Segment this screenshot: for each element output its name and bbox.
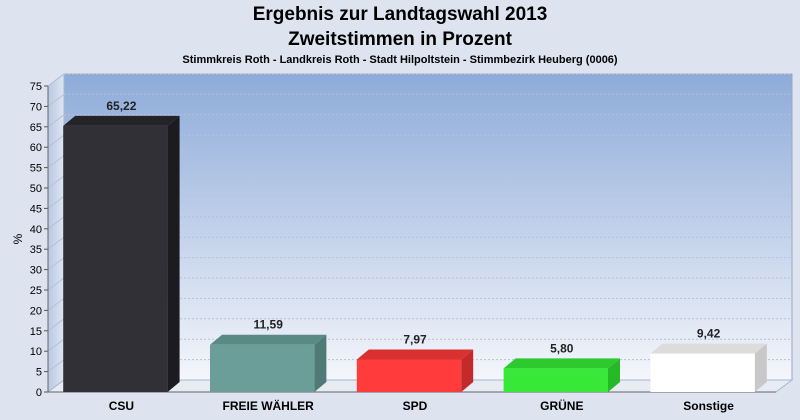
y-tick-label: 60: [30, 142, 42, 154]
data-label: 9,42: [697, 327, 721, 341]
gridline-side: [47, 134, 65, 148]
gridline-side: [47, 338, 65, 352]
bar-side: [314, 334, 327, 392]
data-label: 5,80: [550, 341, 574, 355]
y-tick-label: 20: [30, 305, 42, 317]
y-tick-label: 30: [30, 265, 42, 277]
bar: [63, 115, 180, 392]
bar-front: [210, 344, 315, 392]
y-tick-label: 50: [30, 183, 42, 195]
bar-top: [210, 334, 327, 345]
y-tick-label: 5: [36, 367, 42, 379]
gridline-side: [47, 318, 65, 332]
y-tick-label: 70: [30, 101, 42, 113]
category-label: SPD: [403, 399, 428, 413]
bar: [503, 358, 620, 392]
category-label: GRÜNE: [540, 398, 583, 413]
gridline-side: [47, 155, 65, 169]
bar-side: [754, 343, 767, 392]
chart-caption: Stimmkreis Roth - Landkreis Roth - Stadt…: [182, 54, 618, 66]
y-tick-label: 40: [30, 224, 42, 236]
data-label: 7,97: [403, 332, 427, 346]
y-tick-label: 25: [30, 285, 42, 297]
y-tick-label: 35: [30, 244, 42, 256]
category-label: CSU: [109, 399, 134, 413]
bar-front: [63, 125, 168, 392]
y-tick-label: 65: [30, 122, 42, 134]
bar-top: [650, 343, 767, 354]
bar-front: [503, 368, 608, 392]
gridline-side: [47, 114, 65, 128]
gridline-side: [47, 257, 65, 271]
bar: [650, 343, 767, 392]
bar: [210, 334, 327, 392]
gridline-side: [47, 297, 65, 311]
chart-title: Ergebnis zur Landtagswahl 2013: [252, 4, 548, 25]
data-label: 65,22: [106, 99, 136, 113]
bar-top: [63, 115, 180, 126]
gridline-side: [47, 73, 65, 87]
gridline-side: [47, 359, 65, 373]
y-tick-label: 0: [36, 387, 42, 399]
data-label: 11,59: [254, 318, 284, 332]
y-axis-label: %: [11, 233, 25, 244]
gridline-side: [47, 216, 65, 230]
gridline-side: [47, 277, 65, 291]
bar-side: [607, 358, 620, 392]
category-label: FREIE WÄHLER: [223, 398, 315, 413]
gridline-side: [47, 195, 65, 209]
y-tick-label: 10: [30, 346, 42, 358]
category-label: Sonstige: [683, 399, 734, 413]
bar-top: [356, 349, 474, 360]
bar-side: [461, 349, 474, 392]
bar-front: [356, 359, 462, 392]
y-tick-label: 15: [30, 326, 42, 338]
bar-front: [650, 353, 755, 392]
gridline-side: [47, 236, 65, 250]
y-tick-label: 45: [30, 203, 42, 215]
y-tick-label: 55: [30, 163, 42, 175]
plot-side-wall: [47, 73, 65, 393]
y-tick-label: 75: [30, 81, 42, 93]
plot-back-wall: [63, 73, 793, 381]
gridline-side: [47, 94, 65, 107]
bar-side: [167, 115, 180, 392]
gridline-side: [47, 175, 65, 189]
bar-top: [503, 358, 620, 369]
chart-subtitle: Zweitstimmen in Prozent: [288, 29, 512, 50]
bar: [356, 349, 474, 392]
